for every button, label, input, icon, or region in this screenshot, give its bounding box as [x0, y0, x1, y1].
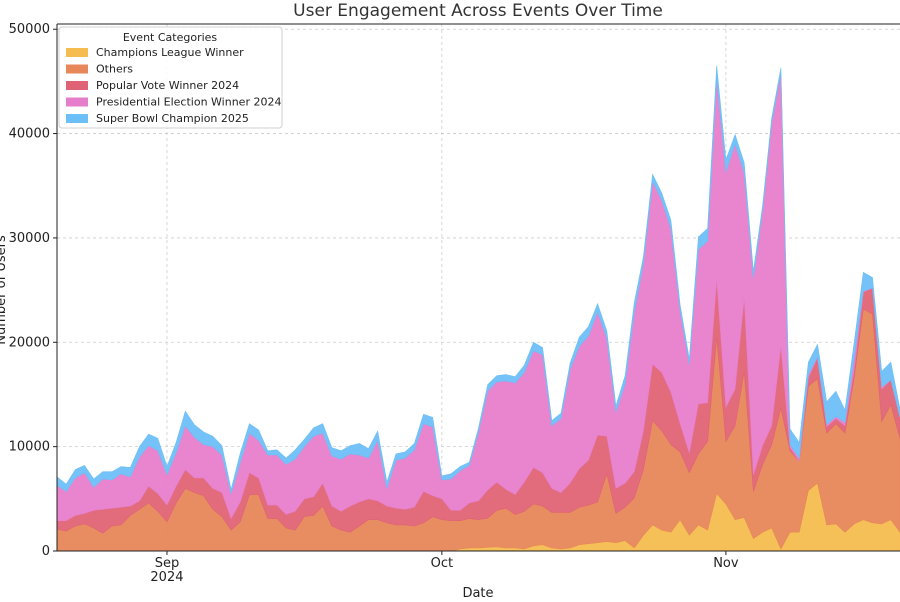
- legend-box: [58, 26, 283, 129]
- x-tick-label: Oct: [431, 556, 453, 571]
- x-tick-label: Nov: [713, 556, 739, 571]
- y-tick-label: 50000: [9, 22, 50, 37]
- legend-label: Super Bowl Champion 2025: [96, 112, 249, 125]
- y-tick-label: 30000: [9, 231, 50, 246]
- y-tick-label: 20000: [9, 335, 50, 350]
- legend-label: Popular Vote Winner 2024: [96, 79, 239, 92]
- area-series-4: [56, 65, 900, 495]
- legend-swatch: [66, 97, 88, 107]
- y-tick-label: 0: [42, 544, 50, 559]
- legend-label: Presidential Election Winner 2024: [96, 96, 281, 109]
- legend-swatch: [66, 48, 88, 57]
- y-tick-label: 40000: [9, 127, 50, 142]
- stacked-areas: [56, 65, 900, 552]
- legend-swatch: [66, 81, 88, 90]
- legend: Event Categories Champions League Winner…: [58, 26, 283, 129]
- legend-label: Others: [96, 63, 133, 76]
- y-axis-label: Number of Users: [0, 235, 9, 345]
- chart-title: User Engagement Across Events Over Time: [293, 1, 663, 21]
- y-tick-label: 10000: [9, 440, 50, 455]
- axes: [56, 23, 900, 552]
- x-tick-label: Sep: [155, 556, 180, 571]
- y-axis-ticks: 0 10000 20000 30000 40000 50000: [9, 22, 57, 559]
- x-axis-label: Date: [462, 586, 493, 601]
- legend-swatch: [66, 64, 88, 74]
- x-tick-sublabel: 2024: [150, 570, 183, 585]
- legend-swatch: [66, 114, 88, 123]
- legend-title: Event Categories: [123, 31, 218, 44]
- legend-label: Champions League Winner: [96, 46, 244, 59]
